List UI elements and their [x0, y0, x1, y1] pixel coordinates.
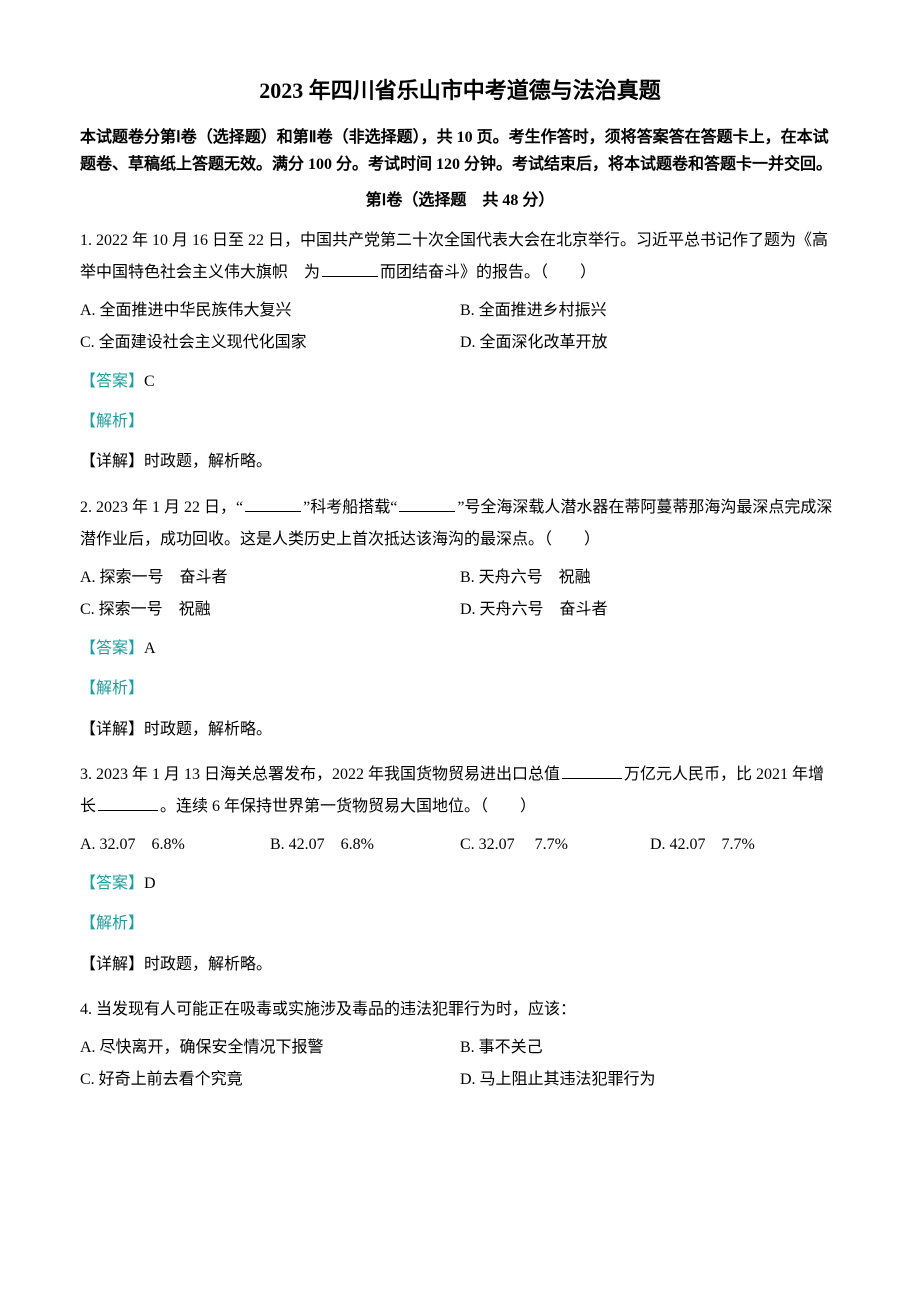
q4-option-c: C. 好奇上前去看个究竟 [80, 1064, 460, 1096]
blank [322, 261, 378, 277]
q3-stem: 3. 2023 年 1 月 13 日海关总署发布，2022 年我国货物贸易进出口… [80, 759, 840, 823]
q3-option-b: B. 42.07 6.8% [270, 829, 460, 861]
q3-options: A. 32.07 6.8% B. 42.07 6.8% C. 32.07 7.7… [80, 829, 840, 861]
q4-stem: 4. 当发现有人可能正在吸毒或实施涉及毒品的违法犯罪行为时，应该： [80, 994, 840, 1026]
q3-detail: 【详解】时政题，解析略。 [80, 950, 840, 980]
q2-stem: 2. 2023 年 1 月 22 日，“”科考船搭载“”号全海深载人潜水器在蒂阿… [80, 492, 840, 556]
q1-option-b: B. 全面推进乡村振兴 [460, 295, 840, 327]
q2-option-c: C. 探索一号 祝融 [80, 594, 460, 626]
q3-option-a: A. 32.07 6.8% [80, 829, 270, 861]
q3-answer: 【答案】D [80, 869, 840, 899]
q4-options: A. 尽快离开，确保安全情况下报警 B. 事不关己 C. 好奇上前去看个究竟 D… [80, 1032, 840, 1096]
q2-stem-text1: 2. 2023 年 1 月 22 日，“ [80, 499, 243, 516]
q4-option-a: A. 尽快离开，确保安全情况下报警 [80, 1032, 460, 1064]
q1-stem: 1. 2022 年 10 月 16 日至 22 日，中国共产党第二十次全国代表大… [80, 225, 840, 289]
q1-answer: 【答案】C [80, 367, 840, 397]
q3-option-c: C. 32.07 7.7% [460, 829, 650, 861]
q1-option-c: C. 全面建设社会主义现代化国家 [80, 327, 460, 359]
q1-answer-letter: C [144, 373, 155, 390]
q2-answer: 【答案】A [80, 634, 840, 664]
q3-answer-letter: D [144, 875, 156, 892]
answer-label: 【答案】 [80, 875, 144, 892]
blank [399, 496, 455, 512]
blank [245, 496, 301, 512]
q2-options: A. 探索一号 奋斗者 B. 天舟六号 祝融 C. 探索一号 祝融 D. 天舟六… [80, 562, 840, 626]
answer-label: 【答案】 [80, 640, 144, 657]
q1-options: A. 全面推进中华民族伟大复兴 B. 全面推进乡村振兴 C. 全面建设社会主义现… [80, 295, 840, 359]
blank [98, 795, 158, 811]
q2-answer-letter: A [144, 640, 156, 657]
q1-option-a: A. 全面推进中华民族伟大复兴 [80, 295, 460, 327]
q1-detail: 【详解】时政题，解析略。 [80, 447, 840, 477]
q3-stem-text1: 3. 2023 年 1 月 13 日海关总署发布，2022 年我国货物贸易进出口… [80, 766, 560, 783]
blank [562, 763, 622, 779]
q1-analysis-label: 【解析】 [80, 407, 840, 437]
q3-option-d: D. 42.07 7.7% [650, 829, 840, 861]
q1-stem-text2: 而团结奋斗》的报告。（ ） [380, 264, 596, 281]
q4-option-d: D. 马上阻止其违法犯罪行为 [460, 1064, 840, 1096]
exam-title: 2023 年四川省乐山市中考道德与法治真题 [80, 70, 840, 112]
q1-option-d: D. 全面深化改革开放 [460, 327, 840, 359]
q2-option-d: D. 天舟六号 奋斗者 [460, 594, 840, 626]
q3-analysis-label: 【解析】 [80, 909, 840, 939]
q2-option-b: B. 天舟六号 祝融 [460, 562, 840, 594]
q2-detail: 【详解】时政题，解析略。 [80, 715, 840, 745]
q2-option-a: A. 探索一号 奋斗者 [80, 562, 460, 594]
q3-stem-text3: 。连续 6 年保持世界第一货物贸易大国地位。（ ） [160, 798, 536, 815]
exam-instructions: 本试题卷分第Ⅰ卷（选择题）和第Ⅱ卷（非选择题），共 10 页。考生作答时，须将答… [80, 124, 840, 178]
q2-stem-text2: ”科考船搭载“ [303, 499, 397, 516]
q4-option-b: B. 事不关己 [460, 1032, 840, 1064]
q2-analysis-label: 【解析】 [80, 674, 840, 704]
answer-label: 【答案】 [80, 373, 144, 390]
section-header: 第Ⅰ卷（选择题 共 48 分） [80, 186, 840, 216]
